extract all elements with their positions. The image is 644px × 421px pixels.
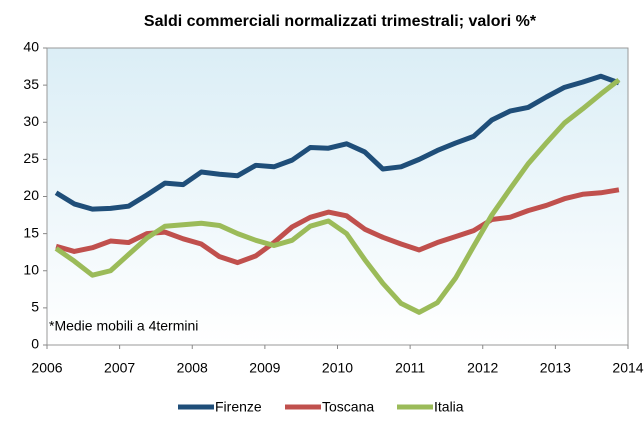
y-tick-label: 30 <box>23 113 39 129</box>
x-tick-label: 2010 <box>322 360 353 376</box>
y-tick-label: 5 <box>31 299 39 315</box>
x-tick-label: 2012 <box>467 360 498 376</box>
y-tick-label: 10 <box>23 261 39 277</box>
line <box>54 77 621 315</box>
x-tick-label: 2007 <box>104 360 135 376</box>
y-tick-label: 0 <box>31 336 39 352</box>
chart-title: Saldi commerciali normalizzati trimestra… <box>144 13 537 30</box>
x-tick-label: 2014 <box>612 360 643 376</box>
x-tick-label: 2013 <box>540 360 571 376</box>
plot-area <box>46 47 629 346</box>
y-tick-label: 15 <box>23 224 39 240</box>
y-tick-label: 20 <box>23 187 39 203</box>
x-tick-label: 2009 <box>249 360 280 376</box>
x-tick-label: 2006 <box>31 360 62 376</box>
x-tick-label: 2008 <box>177 360 208 376</box>
legend-label: Italia <box>434 399 464 415</box>
x-tick-label: 2011 <box>395 360 425 376</box>
y-tick-label: 35 <box>23 76 39 92</box>
y-tick-label: 40 <box>23 39 39 55</box>
y-tick-label: 25 <box>23 150 39 166</box>
legend-label: Firenze <box>215 399 262 415</box>
legend-label: Toscana <box>322 399 374 415</box>
line <box>54 73 620 212</box>
annotation: *Medie mobili a 4termini <box>49 318 198 334</box>
